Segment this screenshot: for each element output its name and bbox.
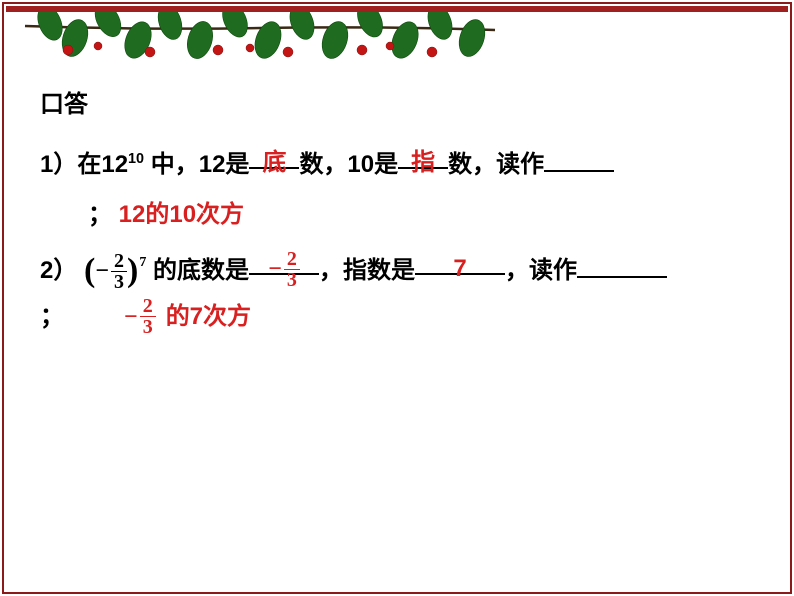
- q1-blank2-answer: 指: [411, 149, 435, 176]
- q2-base-den: 3: [111, 272, 127, 292]
- q2-reading-fraction: − 2 3: [124, 292, 156, 342]
- q2-blank2-answer: 7: [453, 255, 466, 282]
- q1-after-blank2: 数，读作: [448, 151, 544, 178]
- q1-blank2: 指: [398, 140, 448, 169]
- question-1: 1）在1210 中，12是底数，10是指数，读作 ； 12的10次方: [40, 140, 774, 190]
- title: 口答: [40, 80, 774, 130]
- q2-blank1-den: 3: [284, 270, 300, 290]
- q1-blank3: [544, 144, 614, 173]
- q1-semicolon: ；: [88, 201, 112, 228]
- content-area: 口答 1）在1210 中，12是底数，10是指数，读作 ； 12的10次方 2）…: [40, 80, 774, 307]
- leaf-branch-decoration: [20, 8, 500, 66]
- q2-blank1-answer: − 2 3: [268, 255, 300, 282]
- q2-after-blank2: ，读作: [505, 257, 577, 284]
- q2-blank2: 7: [415, 246, 505, 275]
- q2-reading-den: 3: [140, 317, 156, 337]
- q1-mid1: 中，12是: [144, 151, 249, 178]
- q1-after-blank1: 数，10是: [299, 151, 398, 178]
- q1-blank1-answer: 底: [262, 149, 286, 176]
- q1-reading-answer: 12的10次方: [119, 201, 244, 228]
- q1-exponent: 10: [128, 151, 144, 167]
- q1-blank1: 底: [249, 140, 299, 169]
- q2-blank1-num: 2: [284, 249, 300, 270]
- top-red-bar: [6, 6, 788, 12]
- q2-prefix: 2）: [40, 257, 77, 284]
- q2-mid1: 的底数是: [153, 257, 249, 284]
- q2-after-blank1: ，指数是: [319, 257, 415, 284]
- question-2: 2） ( − 2 3 ) 7 的底数是 − 2 3 ，指数是7，读作: [40, 246, 774, 297]
- q2-base-expression: ( − 2 3 ) 7: [84, 246, 146, 296]
- q2-base-num: 2: [111, 251, 127, 272]
- q2-blank1: − 2 3: [249, 246, 319, 275]
- q2-blank3: [577, 249, 667, 278]
- q2-base-exponent: 7: [139, 248, 146, 277]
- q1-text-prefix: 1）在12: [40, 151, 128, 178]
- q2-reading-suffix: 的7次方: [166, 292, 251, 342]
- q2-reading-num: 2: [140, 296, 156, 317]
- q2-semicolon: ；: [40, 292, 64, 342]
